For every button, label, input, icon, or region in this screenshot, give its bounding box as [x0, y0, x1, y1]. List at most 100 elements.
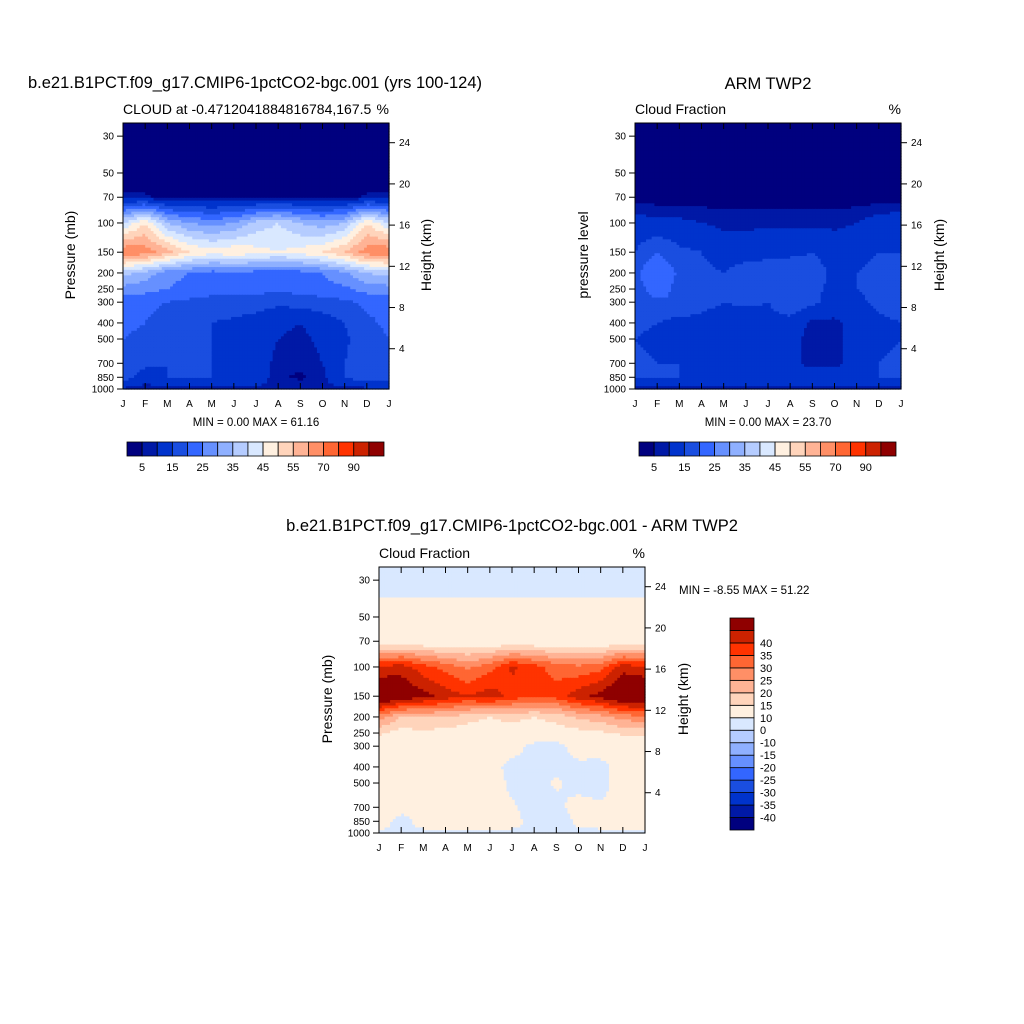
contour-cell	[195, 206, 199, 210]
contour-cell	[250, 150, 254, 155]
contour-cell	[217, 175, 221, 180]
contour-cell	[366, 161, 371, 166]
contour-cell	[275, 134, 279, 138]
contour-cell	[305, 175, 310, 180]
contour-cell	[225, 192, 229, 196]
contour-cell	[355, 142, 360, 146]
contour-cell	[136, 217, 141, 221]
contour-cell	[231, 170, 235, 174]
contour-cell	[292, 153, 296, 157]
contour-cell	[283, 172, 288, 177]
contour-cell	[377, 183, 382, 188]
contour-cell	[272, 214, 276, 218]
contour-cell	[217, 192, 221, 196]
contour-cell	[214, 189, 218, 193]
contour-cell	[153, 183, 157, 188]
contour-cell	[386, 195, 390, 199]
contour-cell	[136, 172, 141, 177]
contour-cell	[189, 181, 193, 185]
contour-cell	[352, 142, 357, 146]
contour-cell	[147, 131, 152, 135]
contour-cell	[242, 192, 246, 196]
contour-cell	[314, 167, 318, 171]
contour-cell	[355, 211, 360, 216]
contour-cell	[247, 211, 252, 216]
contour-cell	[189, 125, 193, 130]
contour-cell	[297, 211, 301, 216]
contour-cell	[217, 181, 221, 185]
contour-cell	[311, 128, 315, 132]
contour-cell	[189, 175, 193, 180]
contour-cell	[123, 159, 127, 163]
contour-cell	[142, 217, 146, 221]
contour-cell	[325, 203, 329, 207]
contour-cell	[175, 167, 180, 171]
contour-cell	[322, 183, 326, 188]
contour-cell	[244, 217, 249, 221]
contour-cell	[305, 136, 310, 141]
contour-cell	[228, 183, 232, 188]
contour-cell	[350, 195, 354, 199]
contour-cell	[305, 156, 310, 160]
contour-cell	[372, 150, 376, 155]
contour-cell	[214, 136, 218, 141]
contour-cell	[330, 183, 335, 188]
contour-cell	[330, 172, 335, 177]
contour-cell	[336, 197, 340, 202]
contour-cell	[164, 153, 168, 157]
contour-cell	[361, 161, 365, 166]
contour-cell	[258, 131, 263, 135]
contour-cell	[256, 164, 260, 168]
contour-cell	[316, 136, 321, 141]
contour-cell	[134, 161, 138, 166]
contour-cell	[236, 186, 240, 191]
contour-cell	[366, 178, 371, 182]
contour-cell	[308, 167, 313, 171]
contour-cell	[170, 145, 174, 149]
contour-cell	[294, 142, 299, 146]
contour-cell	[272, 159, 276, 163]
contour-cell	[286, 125, 290, 130]
contour-cell	[303, 192, 307, 196]
contour-cell	[253, 192, 257, 196]
contour-cell	[134, 181, 138, 185]
contour-cell	[344, 150, 349, 155]
contour-cell	[195, 134, 199, 138]
contour-cell	[333, 125, 337, 130]
contour-cell	[231, 164, 235, 168]
contour-cell	[233, 123, 238, 127]
contour-cell	[366, 139, 371, 143]
contour-cell	[311, 192, 315, 196]
contour-cell	[275, 189, 279, 193]
contour-cell	[261, 128, 265, 132]
contour-cell	[136, 195, 141, 199]
contour-cell	[159, 150, 163, 155]
contour-cell	[211, 175, 216, 180]
contour-cell	[206, 167, 210, 171]
contour-cell	[192, 136, 196, 141]
contour-cell	[352, 206, 357, 210]
contour-cell	[278, 159, 282, 163]
contour-cell	[211, 186, 216, 191]
contour-cell	[217, 128, 221, 132]
contour-cell	[328, 206, 332, 210]
contour-cell	[341, 211, 346, 216]
contour-cell	[206, 153, 210, 157]
contour-cell	[197, 128, 202, 132]
contour-cell	[195, 125, 199, 130]
contour-cell	[139, 192, 143, 196]
contour-cell	[283, 186, 288, 191]
contour-cell	[156, 197, 160, 202]
contour-cell	[175, 181, 180, 185]
contour-cell	[178, 150, 182, 155]
contour-cell	[380, 172, 385, 177]
contour-cell	[358, 178, 362, 182]
contour-cell	[228, 150, 232, 155]
contour-cell	[314, 203, 318, 207]
contour-cell	[164, 156, 168, 160]
contour-cell	[355, 131, 360, 135]
contour-cell	[159, 181, 163, 185]
contour-cell	[217, 156, 221, 160]
contour-cell	[208, 200, 213, 204]
contour-cell	[358, 192, 362, 196]
